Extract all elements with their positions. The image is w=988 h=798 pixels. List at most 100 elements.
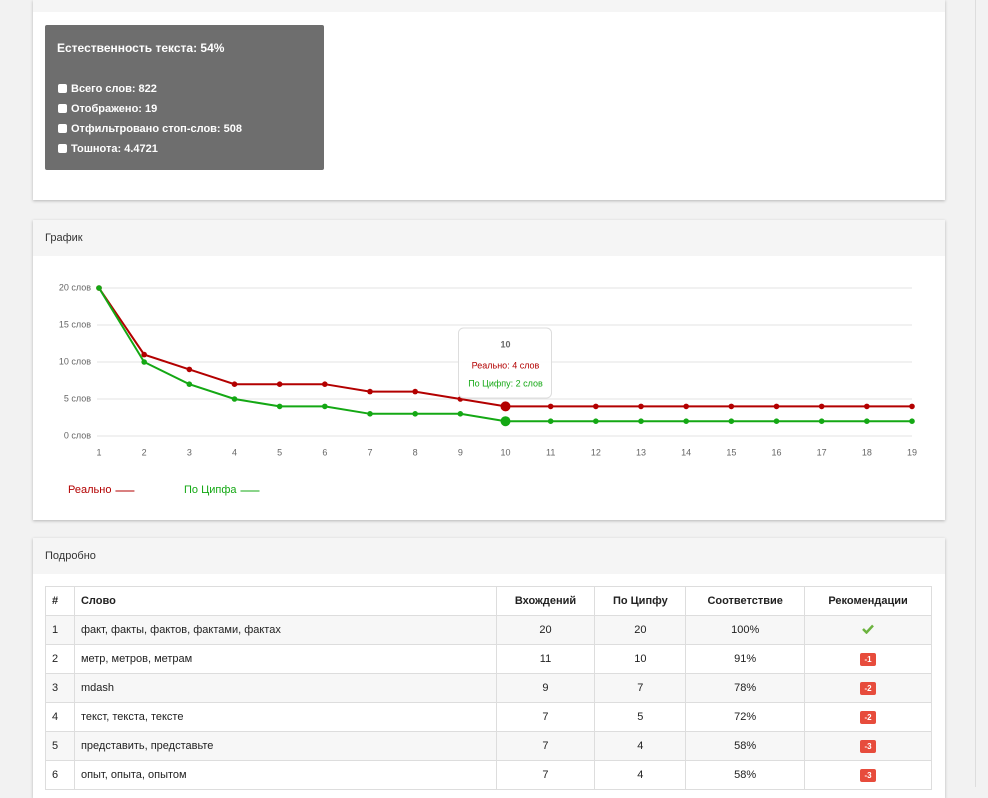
column-header: По Ципфу [594, 586, 687, 616]
icon [58, 124, 67, 133]
card-header: Подробно [33, 538, 945, 574]
table-cell: 72% [685, 702, 806, 732]
y-tick-label: 15 слов [59, 319, 91, 329]
point [593, 418, 599, 424]
table-cell: 10 [594, 644, 687, 674]
table-cell: 4 [594, 760, 687, 790]
x-tick-label: 13 [636, 447, 646, 457]
x-tick-label: 16 [771, 447, 781, 457]
x-tick-label: 3 [187, 447, 192, 457]
table-cell: 78% [685, 673, 806, 703]
table-cell: 91% [685, 644, 806, 674]
table-card: Подробно # Слово Вхождений По Ципфу Соответс… [33, 538, 945, 798]
icon-shape [58, 144, 67, 153]
point [412, 411, 418, 417]
x-tick-label: 15 [726, 447, 736, 457]
x-tick-label: 18 [862, 447, 872, 457]
scroll-border [975, 0, 976, 787]
table-cell: 7 [495, 702, 596, 732]
table-row: 6 опыт, опыта, опытом 7 4 58% -3 [45, 760, 932, 790]
point [186, 366, 193, 373]
x-tick-label: 2 [142, 447, 147, 457]
x-tick-label: 9 [458, 447, 463, 457]
icon [58, 84, 67, 93]
point [276, 403, 283, 410]
table-row: 4 текст, текста, тексте 7 5 72% -2 [45, 702, 932, 732]
point [367, 388, 373, 395]
point [547, 403, 554, 410]
table-cell: 7 [495, 731, 596, 761]
y-tick-label: 10 слов [59, 356, 91, 366]
stats-title: Естественность текста: 54% [57, 41, 225, 55]
stats-card: Естественность текста: 54% Всего слов: 8… [33, 0, 945, 200]
point [322, 381, 328, 387]
table-cell: 58% [685, 731, 806, 761]
table-cell: 7 [594, 673, 687, 703]
tooltip-line: Реально: 4 слов [472, 360, 540, 370]
x-tick-label: 6 [322, 447, 327, 457]
stats-item: Отображено: 19 [57, 102, 157, 116]
table-row: 3 mdash 9 7 78% -2 [45, 673, 932, 703]
point [500, 416, 511, 427]
x-tick-label: 4 [232, 447, 237, 457]
check-shape [862, 624, 874, 634]
badge: -3 [860, 768, 876, 782]
x-tick-label: 5 [277, 447, 282, 457]
table-row: 1 факт, факты, фактов, фактами, фактах 20 2… [45, 615, 932, 645]
point [683, 418, 689, 424]
point [773, 403, 780, 410]
x-tick-label: 14 [681, 447, 691, 457]
table-cell: 3 [45, 673, 75, 703]
y-tick-label: 20 слов [59, 282, 91, 292]
stats-text: Отображено: 19 [71, 103, 158, 115]
point [141, 351, 147, 358]
stats-item: Отфильтровано стоп-слов: 508 [57, 122, 242, 136]
badge: -3 [860, 739, 876, 753]
table-cell: 9 [495, 673, 596, 703]
table: # Слово Вхождений По Ципфу Соответствие Реком… [45, 586, 932, 790]
header-row: # Слово Вхождений По Ципфу Соответствие Реком… [45, 586, 932, 616]
icon-shape [58, 84, 67, 93]
x-tick-label: 19 [907, 447, 917, 457]
table-cell: 4 [45, 702, 75, 732]
point [638, 418, 644, 424]
badge: -1 [860, 652, 876, 666]
table-cell: 58% [685, 760, 806, 790]
column-header: Рекомендации [804, 586, 932, 616]
icon-shape [58, 124, 67, 133]
table-cell [804, 615, 932, 645]
point [818, 403, 825, 410]
badge: -2 [860, 681, 876, 695]
x-tick-label: 12 [591, 447, 601, 457]
table-cell: 5 [45, 731, 75, 761]
table-cell: 100% [685, 615, 806, 645]
table-cell: -3 [804, 731, 932, 761]
stats-text: Отфильтровано стоп-слов: 508 [71, 123, 242, 135]
table-row: 5 представить, представьте 7 4 58% -3 [45, 731, 932, 761]
point [500, 401, 511, 412]
y-tick-label: 0 слов [64, 430, 91, 440]
table-cell: -1 [804, 644, 932, 674]
table-row: 2 метр, метров, метрам 11 10 91% -1 [45, 644, 932, 674]
tooltip-box [458, 327, 552, 399]
point [367, 411, 373, 417]
table-cell: mdash [73, 673, 497, 703]
table-cell: 7 [495, 760, 596, 790]
point [864, 418, 870, 424]
table-cell: опыт, опыта, опытом [73, 760, 497, 790]
table-cell: метр, метров, метрам [73, 644, 497, 674]
point [322, 403, 328, 410]
table-cell: текст, текста, тексте [73, 702, 497, 732]
point [909, 418, 915, 424]
point [638, 403, 644, 410]
card-header [33, 0, 945, 12]
point [186, 381, 193, 387]
table-cell: -2 [804, 702, 932, 732]
icon [58, 144, 67, 153]
stats-item: Тошнота: 4.4721 [57, 142, 158, 156]
stats-box: Естественность текста: 54% Всего слов: 8… [45, 25, 324, 170]
check-icon [862, 624, 874, 634]
legend-label: Реально [68, 484, 111, 496]
point [864, 403, 870, 410]
point [683, 403, 689, 410]
